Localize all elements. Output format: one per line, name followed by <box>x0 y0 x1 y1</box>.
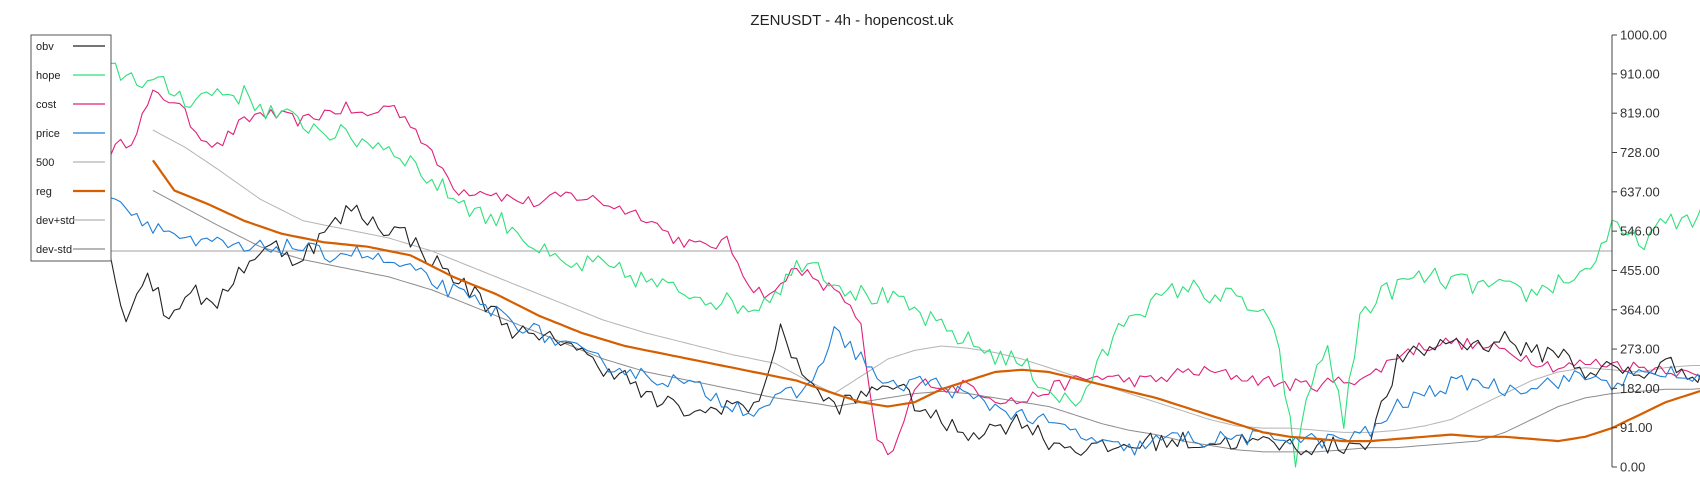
series-line-price <box>109 197 1700 456</box>
series-line-reg <box>152 159 1700 443</box>
legend-entry: cost <box>36 99 105 111</box>
legend-label: reg <box>36 186 52 198</box>
series-line-dev-minus-std <box>152 190 1700 453</box>
series-layer <box>109 62 1700 468</box>
legend-entry: obv <box>36 41 105 53</box>
legend-entry: reg <box>36 186 105 198</box>
y-tick-label: 182.00 <box>1620 381 1660 396</box>
legend-entry: dev-std <box>36 244 105 256</box>
series-line-obv <box>109 204 1700 456</box>
y-tick-label: 637.00 <box>1620 184 1660 199</box>
y-tick-label: 546.00 <box>1620 224 1660 239</box>
y-tick-label: 1000.00 <box>1620 28 1667 43</box>
legend-entry: price <box>36 128 105 140</box>
series-line-dev-plus-minus-std <box>152 129 1700 433</box>
legend-box <box>30 34 112 262</box>
plot-area <box>109 62 1700 468</box>
legend-entry: hope <box>36 70 105 82</box>
legend-entry: dev+std <box>36 215 105 227</box>
legend-entry: 500 <box>36 157 105 169</box>
chart-title: ZENUSDT - 4h - hopencost.uk <box>750 12 954 29</box>
legend-label: hope <box>36 70 60 82</box>
y-tick-label: 91.00 <box>1620 420 1653 435</box>
legend-label: obv <box>36 41 54 53</box>
legend: obv hope cost price 500 reg dev+std dev-std <box>30 34 112 262</box>
y-tick-label: 910.00 <box>1620 66 1660 81</box>
series-line-hope <box>109 62 1700 468</box>
series-line-cost <box>109 89 1700 456</box>
legend-label: dev+std <box>36 215 75 227</box>
y-tick-label: 819.00 <box>1620 106 1660 121</box>
y-axis: 1000.00 910.00 819.00 728.00 637.00 546.00 455… <box>1611 28 1667 475</box>
legend-label: dev-std <box>36 244 72 256</box>
y-tick-label: 273.00 <box>1620 342 1660 357</box>
y-ticks: 1000.00 910.00 819.00 728.00 637.00 546.00 455… <box>1612 28 1667 475</box>
y-tick-label: 364.00 <box>1620 302 1660 317</box>
y-tick-label: 0.00 <box>1620 460 1645 475</box>
legend-label: cost <box>36 99 56 111</box>
legend-label: price <box>36 128 60 140</box>
y-tick-label: 455.00 <box>1620 263 1660 278</box>
legend-label: 500 <box>36 157 54 169</box>
y-tick-label: 728.00 <box>1620 145 1660 160</box>
